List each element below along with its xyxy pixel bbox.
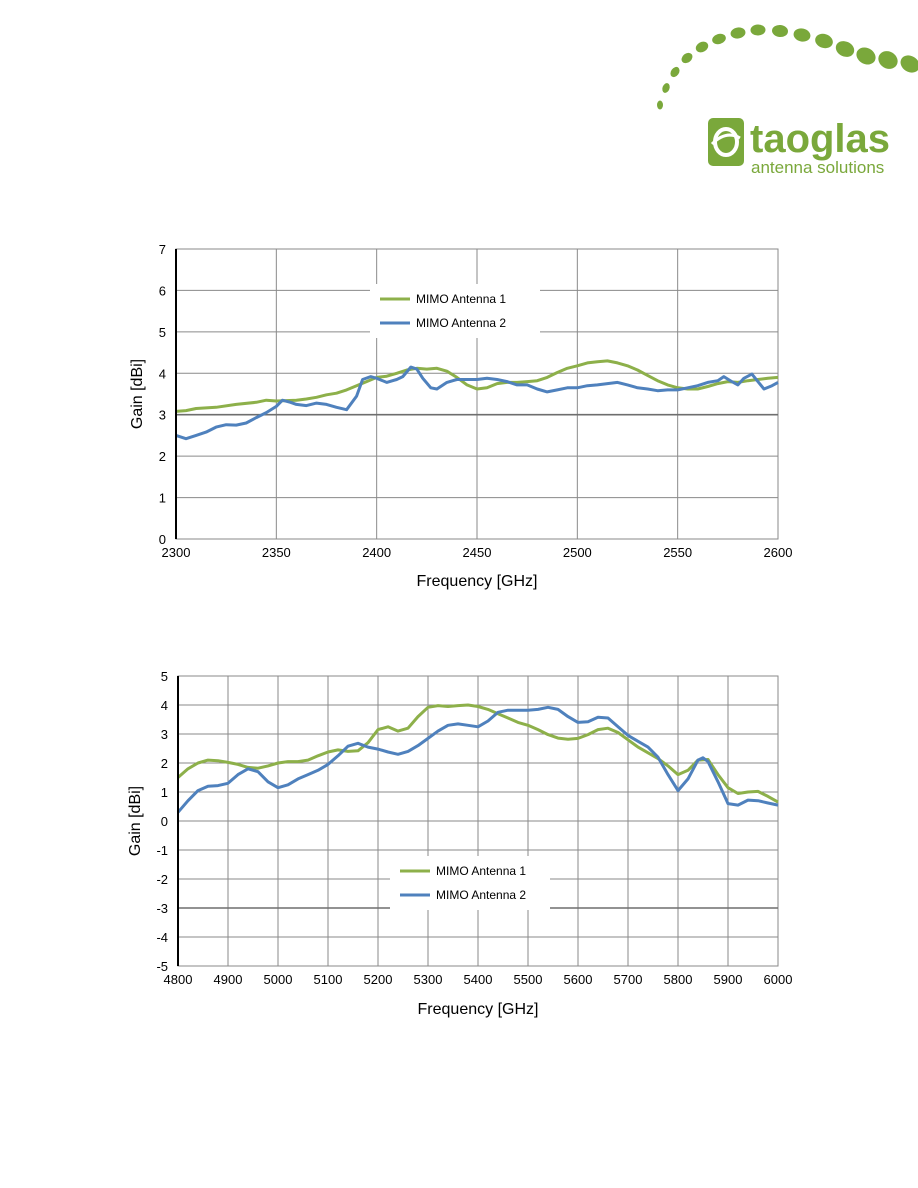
y-tick-label: 5	[159, 325, 166, 340]
grid	[177, 675, 779, 967]
x-tick-label: 5000	[264, 972, 293, 987]
x-tick-label: 2450	[463, 545, 492, 560]
x-axis-label: Frequency [GHz]	[417, 573, 538, 590]
x-tick-label: 2600	[764, 545, 793, 560]
legend: MIMO Antenna 1 MIMO Antenna 2	[370, 284, 540, 338]
y-tick-label: 6	[159, 283, 166, 298]
y-tick-label: -4	[156, 930, 168, 945]
y-tick-label: -5	[156, 959, 168, 974]
y-tick-label: 3	[159, 408, 166, 423]
y-tick-label: 4	[161, 698, 168, 713]
x-tick-label: 6000	[764, 972, 793, 987]
y-tick-label: 7	[159, 242, 166, 257]
x-tick-label: 5500	[514, 972, 543, 987]
y-tick-label: 0	[161, 814, 168, 829]
x-tick-label: 5100	[314, 972, 343, 987]
y-tick-label: 4	[159, 366, 166, 381]
y-tick-label: 1	[161, 785, 168, 800]
legend-box	[390, 856, 550, 910]
y-axis-label: Gain [dBi]	[129, 359, 146, 429]
series-line-2	[175, 365, 779, 441]
y-tick-label: -1	[156, 843, 168, 858]
y-tick-label: 1	[159, 491, 166, 506]
series-lines	[176, 703, 779, 814]
axes: 4800 4900 5000 5100 5200 5300 5400 5500 5600 5700…	[156, 669, 792, 987]
x-axis-label: Frequency [GHz]	[418, 1001, 539, 1018]
x-tick-label: 2300	[162, 545, 191, 560]
y-tick-label: 0	[159, 532, 166, 547]
taoglas-logo: taoglas antenna solutions	[657, 24, 918, 177]
logo-dotted-arc	[657, 24, 918, 110]
y-tick-label: -3	[156, 901, 168, 916]
x-tick-label: 5200	[364, 972, 393, 987]
y-axis-label: Gain [dBi]	[127, 786, 144, 856]
y-tick-label: -2	[156, 872, 168, 887]
x-tick-label: 4900	[214, 972, 243, 987]
legend: MIMO Antenna 1 MIMO Antenna 2	[390, 856, 550, 910]
x-tick-label: 2400	[362, 545, 391, 560]
legend-label-1: MIMO Antenna 1	[416, 292, 506, 306]
series-lines	[175, 359, 779, 441]
legend-box	[370, 284, 540, 338]
y-tick-label: 2	[159, 449, 166, 464]
logo-mark-icon	[708, 118, 744, 166]
gain-chart-4800-6000: MIMO Antenna 1 MIMO Antenna 2 4800 4900 500…	[127, 669, 792, 1018]
x-tick-label: 5900	[714, 972, 743, 987]
x-tick-label: 5300	[414, 972, 443, 987]
y-tick-label: 3	[161, 727, 168, 742]
y-tick-label: 2	[161, 756, 168, 771]
x-tick-label: 2500	[563, 545, 592, 560]
legend-label-1: MIMO Antenna 1	[436, 864, 526, 878]
legend-label-2: MIMO Antenna 2	[416, 316, 506, 330]
x-tick-label: 5700	[614, 972, 643, 987]
x-tick-label: 2550	[663, 545, 692, 560]
logo-tagline: antenna solutions	[751, 158, 884, 177]
logo-name: taoglas	[750, 117, 890, 161]
x-tick-label: 5800	[664, 972, 693, 987]
x-tick-label: 5400	[464, 972, 493, 987]
x-tick-label: 4800	[164, 972, 193, 987]
x-tick-label: 5600	[564, 972, 593, 987]
legend-label-2: MIMO Antenna 2	[436, 888, 526, 902]
series-line-1	[177, 703, 779, 804]
y-tick-label: 5	[161, 669, 168, 684]
series-line-2	[176, 705, 779, 814]
x-tick-label: 2350	[262, 545, 291, 560]
axes: 2300 2350 2400 2450 2500 2550 2600 0 1 2 3 4 5 6 7	[159, 242, 793, 560]
